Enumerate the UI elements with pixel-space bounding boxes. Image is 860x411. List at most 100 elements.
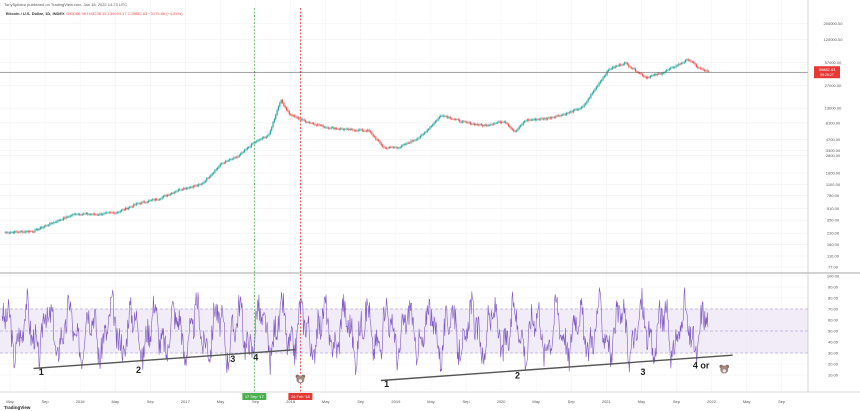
price-candle — [459, 119, 461, 122]
price-candle — [96, 214, 98, 216]
price-candle — [84, 213, 86, 215]
price-candle — [576, 109, 578, 110]
price-candle — [45, 225, 47, 227]
price-candle — [272, 122, 274, 128]
price-candle — [492, 123, 495, 125]
price-candle — [553, 117, 555, 118]
price-candle — [152, 199, 154, 201]
rsi-tick-label: 90.00 — [828, 285, 839, 290]
price-candle — [302, 119, 304, 121]
price-candle — [549, 117, 551, 119]
price-candle — [637, 72, 639, 73]
rsi-tick-label: 100.00 — [827, 274, 840, 279]
price-candle — [172, 193, 174, 194]
price-candle — [198, 184, 200, 186]
price-candle — [307, 122, 309, 123]
price-candle — [423, 132, 426, 134]
price-candle — [482, 125, 484, 127]
price-candle — [85, 213, 87, 214]
price-candle — [670, 67, 672, 69]
price-candle — [680, 63, 683, 64]
price-candle — [437, 118, 439, 121]
price-candle — [441, 115, 443, 117]
price-candle — [333, 127, 335, 130]
price-candle — [54, 221, 56, 223]
rsi-tick-label: 40.00 — [828, 340, 839, 345]
price-candle — [694, 62, 696, 65]
brand-group: TradingView — [4, 405, 31, 410]
price-candle — [248, 147, 250, 148]
price-candle — [519, 125, 522, 127]
price-candle — [56, 221, 58, 223]
price-candle — [511, 128, 514, 130]
x-tick-label: Sep — [357, 399, 365, 404]
price-candle — [541, 118, 543, 120]
price-candle — [127, 207, 129, 210]
price-candle — [624, 62, 626, 65]
price-candle — [181, 189, 184, 191]
price-candle — [42, 227, 44, 229]
price-candle — [138, 203, 140, 204]
price-candle — [442, 115, 445, 117]
price-candle — [154, 198, 156, 201]
price-candle — [515, 130, 518, 132]
price-candle — [436, 120, 438, 122]
price-candle — [88, 214, 90, 215]
price-candle — [257, 140, 259, 141]
price-candle — [587, 98, 589, 102]
price-candle — [196, 185, 198, 186]
price-candle — [58, 220, 60, 221]
rsi-tick-label: 80.00 — [828, 296, 839, 301]
price-candle — [310, 122, 312, 124]
price-candle — [655, 74, 657, 76]
price-candle — [586, 101, 588, 104]
price-candle — [64, 217, 66, 219]
price-candle — [37, 229, 39, 231]
price-candle — [120, 210, 123, 212]
price-candle — [551, 117, 553, 119]
price-candle — [618, 64, 620, 66]
price-candle — [387, 147, 389, 149]
price-candle — [683, 61, 685, 63]
price-candle — [399, 147, 401, 148]
price-candle — [373, 136, 376, 138]
price-candle — [560, 114, 562, 117]
price-candle — [360, 129, 362, 131]
price-candle — [108, 212, 110, 214]
price-candle — [486, 124, 488, 126]
price-candle — [359, 129, 361, 131]
price-candle — [183, 188, 185, 190]
price-candle — [625, 62, 627, 64]
price-candle — [648, 77, 650, 78]
price-candle — [249, 146, 251, 148]
price-candle — [87, 213, 89, 215]
price-candle — [74, 213, 77, 215]
price-candle — [325, 126, 327, 128]
price-candle — [104, 212, 106, 214]
price-candle — [165, 195, 167, 197]
price-candle — [285, 107, 288, 111]
price-candle — [449, 117, 451, 119]
price-candle — [357, 129, 359, 131]
price-candle — [707, 71, 710, 72]
price-candle — [91, 214, 93, 215]
price-candle — [400, 145, 403, 148]
price-candle — [594, 89, 596, 91]
price-candle — [369, 131, 372, 133]
price-candle — [207, 178, 209, 179]
price-candle — [239, 153, 242, 156]
price-candle — [656, 73, 658, 76]
price-candle — [260, 139, 262, 140]
price-candle — [162, 196, 165, 198]
bear-icon — [295, 374, 306, 384]
price-candle — [444, 115, 446, 117]
price-candle — [11, 232, 13, 233]
price-candle — [16, 231, 19, 233]
price-candle — [375, 137, 377, 140]
price-candle — [524, 121, 526, 123]
price-candle — [157, 199, 159, 201]
price-candle — [323, 126, 326, 128]
price-candle — [27, 231, 29, 233]
price-candle — [314, 123, 316, 125]
